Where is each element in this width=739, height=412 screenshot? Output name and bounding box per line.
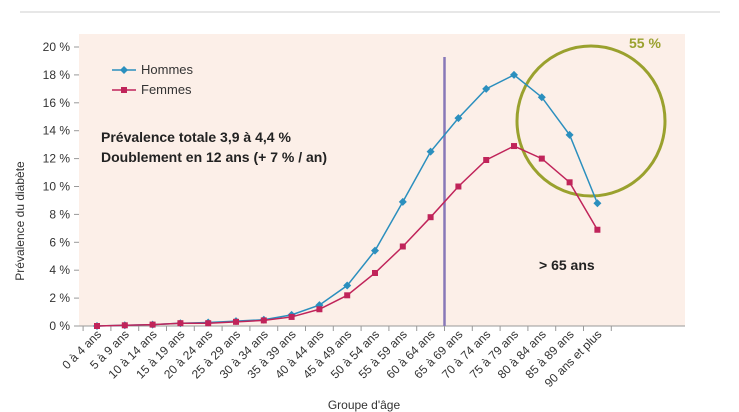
y-tick-label: 14 % xyxy=(43,124,71,138)
data-point-hommes xyxy=(454,114,463,123)
y-tick-label: 0 % xyxy=(49,319,70,333)
data-point-femmes xyxy=(121,322,128,329)
y-tick-label: 16 % xyxy=(43,96,71,110)
y-tick-label: 6 % xyxy=(49,235,70,249)
data-point-femmes xyxy=(483,156,490,163)
data-point-hommes xyxy=(537,93,546,102)
legend-hommes-marker xyxy=(120,66,128,74)
legend: Hommes Femmes xyxy=(112,62,194,97)
data-point-hommes xyxy=(343,281,352,290)
y-tick-label: 12 % xyxy=(43,152,71,166)
peak-highlight-ellipse xyxy=(515,44,667,198)
y-tick-label: 4 % xyxy=(49,263,70,277)
data-point-femmes xyxy=(594,226,601,233)
data-point-femmes xyxy=(399,243,406,250)
annotation-doubling: Doublement en 12 ans (+ 7 % / an) xyxy=(101,149,327,165)
annotation-total-prevalence: Prévalence totale 3,9 à 4,4 % xyxy=(101,129,291,145)
data-point-femmes xyxy=(372,269,378,276)
data-point-hommes xyxy=(371,246,379,255)
data-point-femmes xyxy=(316,306,323,313)
y-tick-label: 10 % xyxy=(43,180,71,194)
data-point-femmes xyxy=(511,143,517,150)
y-axis-ticks: 0 % 2 % 4 % 6 % 8 % 10 % 12 % 14 % 16 % 18 % 20 % xyxy=(43,40,79,333)
data-point-hommes xyxy=(398,197,407,206)
y-axis-title: Prévalence du diabète xyxy=(13,161,27,281)
legend-femmes-marker xyxy=(121,87,127,93)
y-tick-label: 8 % xyxy=(49,207,70,221)
data-point-femmes xyxy=(233,318,239,325)
data-point-femmes xyxy=(566,179,573,186)
data-point-hommes xyxy=(510,70,518,79)
y-tick-label: 18 % xyxy=(43,68,71,82)
annotation-55-percent: 55 % xyxy=(629,35,661,51)
plot-background xyxy=(79,34,685,326)
data-point-hommes xyxy=(426,147,435,156)
data-point-femmes xyxy=(538,155,545,162)
y-tick-label: 2 % xyxy=(49,291,70,305)
data-point-femmes xyxy=(427,214,434,221)
data-point-hommes xyxy=(593,199,602,208)
data-point-hommes xyxy=(565,130,574,139)
data-point-femmes xyxy=(344,292,351,299)
data-point-hommes xyxy=(482,84,491,93)
data-point-femmes xyxy=(288,313,295,320)
data-point-femmes xyxy=(94,323,100,329)
annotation-over-65: > 65 ans xyxy=(539,257,595,273)
y-tick-label: 20 % xyxy=(43,40,71,54)
legend-hommes-label: Hommes xyxy=(141,62,194,77)
x-axis-title: Groupe d'âge xyxy=(328,398,401,412)
series-group xyxy=(93,70,602,330)
data-point-femmes xyxy=(455,183,462,190)
data-point-femmes xyxy=(149,321,156,328)
data-point-femmes xyxy=(205,320,212,327)
data-point-femmes xyxy=(177,320,184,327)
data-point-femmes xyxy=(260,317,267,324)
legend-femmes-label: Femmes xyxy=(141,82,192,97)
